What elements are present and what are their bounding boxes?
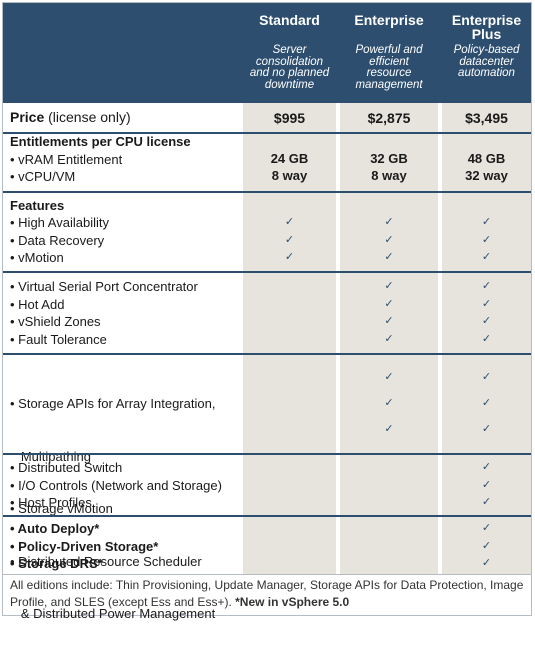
enterprise-check-drs: ✓	[384, 423, 394, 435]
enterprise-check-array-integration: ✓	[384, 371, 394, 383]
check-icon: ✓	[481, 315, 492, 327]
check-icon: ✓	[481, 233, 492, 246]
check-icon: ✓	[384, 297, 394, 310]
enterprise-plus-checkmarks-group-4: ✓ ✓ ✓	[442, 459, 531, 512]
check-icon: ✓	[481, 280, 492, 292]
divider-line	[3, 515, 531, 517]
vsphere-editions-table: Standard Server consolidation and no plann…	[2, 2, 532, 621]
enterprise-checkmarks-group-2: ✓ ✓ ✓ ✓	[340, 278, 438, 348]
entitlements-heading: Entitlements per CPU license	[10, 134, 191, 149]
standard-vram: 24 GB	[270, 151, 309, 166]
footnote-text: All editions include: Thin Provisioning,…	[10, 578, 524, 609]
enterprise-edition-description: Powerful and efficient resource management	[355, 44, 423, 91]
check-icon: ✓	[481, 251, 492, 263]
enterprise-plus-checkmarks-group-2: ✓ ✓ ✓ ✓	[442, 278, 531, 348]
enterprise-edition-name: Enterprise	[354, 12, 424, 28]
check-icon: ✓	[284, 233, 295, 246]
standard-column-bg	[243, 103, 336, 575]
check-icon: ✓	[481, 332, 492, 345]
divider-line	[3, 574, 531, 575]
check-icon: ✓	[481, 557, 492, 569]
footnote-new-marker: *New in vSphere 5.0	[235, 594, 350, 609]
enterprise-plus-checkmarks-group-5: ✓ ✓ ✓	[442, 520, 531, 573]
features-heading: Features	[10, 198, 65, 213]
enterprise-plus-check-array-integration: ✓	[481, 371, 492, 383]
footnote: All editions include: Thin Provisioning,…	[10, 577, 526, 610]
check-icon: ✓	[284, 251, 295, 263]
enterprise-plus-check-storage-vmotion: ✓	[481, 397, 492, 409]
feature-group-4-list: • Distributed Switch • I/O Controls (Net…	[10, 460, 222, 510]
standard-vcpu: 8 way	[271, 168, 308, 183]
enterprise-plus-edition-description: Policy-based datacenter automation	[453, 44, 520, 79]
enterprise-plus-column-bg	[442, 103, 531, 575]
check-icon: ✓	[384, 280, 394, 292]
divider-line	[3, 191, 531, 193]
divider-line	[3, 353, 531, 355]
enterprise-vram: 32 GB	[370, 151, 408, 166]
check-icon: ✓	[481, 478, 492, 491]
enterprise-plus-checkmarks-group-1: ✓ ✓ ✓	[442, 214, 531, 267]
check-icon: ✓	[481, 297, 492, 310]
check-icon: ✓	[384, 251, 394, 263]
table-header: Standard Server consolidation and no plann…	[3, 3, 531, 103]
check-icon: ✓	[481, 522, 492, 534]
check-icon: ✓	[481, 216, 492, 228]
feature-group-5-list: • Auto Deploy* • Policy-Driven Storage* …	[10, 521, 159, 571]
enterprise-plus-vcpu: 32 way	[465, 168, 508, 183]
standard-edition-name: Standard	[259, 12, 320, 28]
enterprise-plus-price: $3,495	[465, 110, 508, 126]
feature-group-3-list: • Storage APIs for Array Integration, Mu…	[10, 396, 216, 621]
standard-edition-description: Server consolidation and no planned downtim…	[249, 44, 330, 91]
enterprise-plus-check-drs: ✓	[481, 423, 492, 435]
divider-line	[3, 453, 531, 455]
check-icon: ✓	[384, 332, 394, 345]
check-icon: ✓	[384, 315, 394, 327]
enterprise-checkmarks-group-1: ✓ ✓ ✓	[340, 214, 438, 267]
check-icon: ✓	[481, 461, 492, 473]
vram-entitlement-label: • vRAM Entitlement	[10, 152, 123, 167]
divider-line	[3, 132, 531, 134]
standard-price: $995	[273, 110, 306, 126]
enterprise-check-storage-vmotion: ✓	[384, 397, 394, 409]
enterprise-column-bg	[340, 103, 438, 575]
enterprise-plus-edition-name: Enterprise Plus	[451, 12, 522, 42]
check-icon: ✓	[384, 233, 394, 246]
divider-line	[3, 271, 531, 273]
feature-group-2-list: • Virtual Serial Port Concentrator • Hot…	[10, 279, 198, 347]
check-icon: ✓	[284, 216, 295, 228]
standard-checkmarks-group-1: ✓ ✓ ✓	[243, 214, 336, 267]
price-row-label: Price (license only)	[10, 109, 131, 125]
feature-group-1-list: • High Availability • Data Recovery • vM…	[10, 215, 109, 265]
check-icon: ✓	[384, 216, 394, 228]
check-icon: ✓	[481, 496, 492, 508]
vcpu-vm-label: • vCPU/VM	[10, 169, 76, 184]
enterprise-price: $2,875	[367, 110, 411, 126]
enterprise-vcpu: 8 way	[371, 168, 407, 183]
check-icon: ✓	[481, 539, 492, 552]
enterprise-plus-vram: 48 GB	[467, 151, 506, 166]
